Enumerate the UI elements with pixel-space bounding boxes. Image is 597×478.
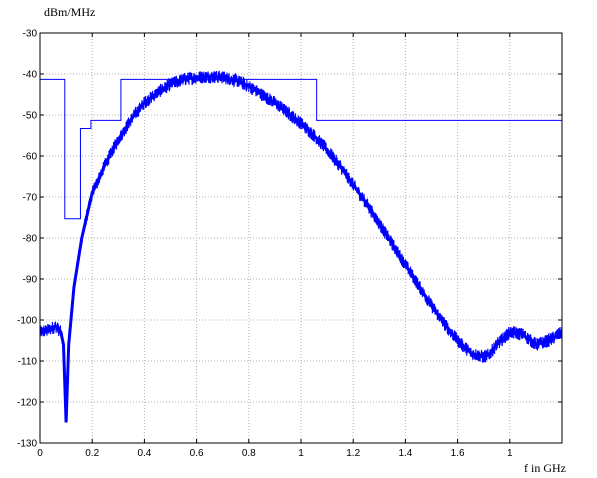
y-tick-label: -130	[17, 439, 37, 450]
x-tick-label: 0.4	[137, 448, 151, 459]
y-tick-label: -80	[23, 234, 38, 245]
x-tick-label: 0.2	[85, 448, 99, 459]
x-tick-label: 1.2	[346, 448, 360, 459]
series-mask-line	[40, 78, 562, 220]
y-tick-label: -110	[18, 357, 38, 368]
x-tick-label: 0	[37, 448, 43, 459]
series-spectrum-core	[39, 74, 563, 423]
x-tick-label: 1.4	[398, 448, 412, 459]
x-axis-label: f in GHz	[524, 461, 566, 475]
y-tick-label: -40	[23, 70, 38, 81]
series-group	[39, 70, 563, 423]
y-tick-label: -60	[23, 152, 38, 163]
x-tick-label: 1	[298, 448, 304, 459]
y-tick-label: -30	[23, 29, 38, 40]
y-tick-label: -50	[23, 111, 38, 122]
y-tick-label: -100	[17, 316, 37, 327]
x-tick-label: 0.6	[190, 448, 204, 459]
y-axis-label: dBm/MHz	[44, 5, 95, 19]
y-tick-label: -120	[17, 398, 37, 409]
x-tick-label: 1	[507, 448, 513, 459]
y-tick-label: -90	[23, 275, 38, 286]
x-tick-label: 1.6	[451, 448, 465, 459]
x-tick-label: 0.8	[242, 448, 256, 459]
y-tick-label: -70	[23, 193, 38, 204]
tick-marks	[39, 32, 562, 444]
grid	[40, 33, 562, 443]
